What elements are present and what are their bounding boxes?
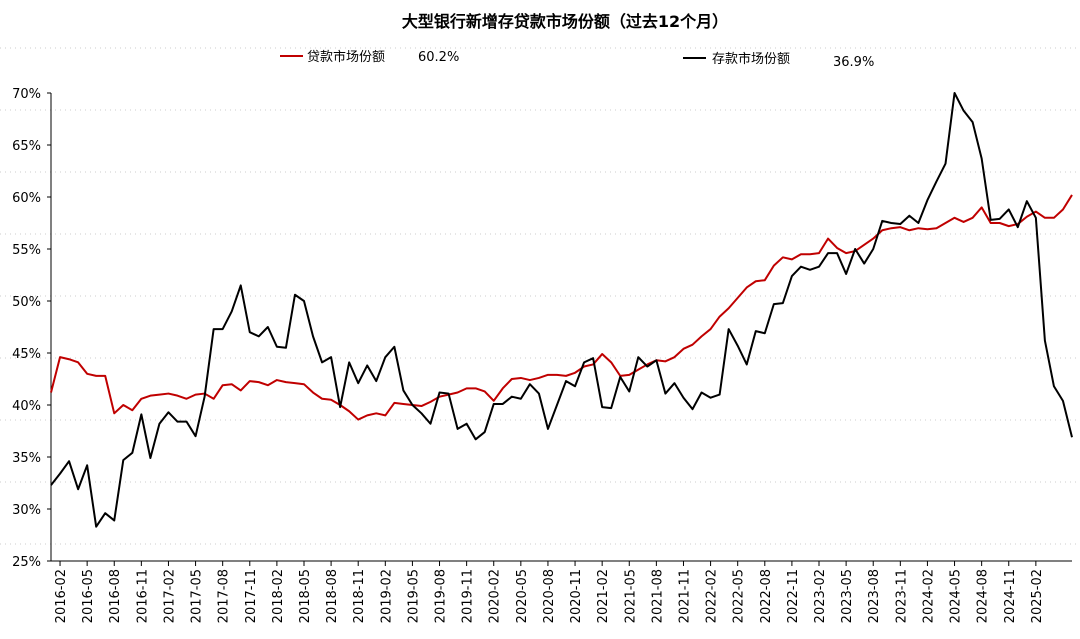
x-tick-label: 2023-11	[894, 569, 909, 623]
x-tick-label: 2016-11	[135, 569, 150, 623]
x-tick-label: 2018-08	[325, 569, 340, 623]
x-tick-label: 2016-08	[108, 569, 123, 623]
legend-value-loans: 60.2%	[418, 50, 459, 65]
x-tick-label: 2020-11	[569, 569, 584, 623]
y-tick-label: 25%	[12, 555, 41, 570]
legend-label-deposits: 存款市场份额	[712, 51, 790, 67]
x-tick-label: 2022-08	[759, 569, 774, 623]
x-axis: 2016-02 2016-05 2016-08 2016-11 2017-02 2017-…	[51, 560, 1072, 623]
x-tick-label: 2022-05	[732, 569, 747, 623]
x-tick-label: 2021-02	[596, 569, 611, 623]
x-tick-label: 2019-02	[379, 569, 394, 623]
y-tick-label: 40%	[12, 399, 41, 414]
y-tick-label: 50%	[12, 295, 41, 310]
chart-title: 大型银行新增存贷款市场份额（过去12个月）	[402, 12, 728, 31]
x-tick-label: 2021-11	[677, 569, 692, 623]
x-tick-label: 2019-05	[406, 569, 421, 623]
x-tick-label: 2023-08	[867, 569, 882, 623]
series-line-deposits	[50, 92, 1073, 528]
x-tick-label: 2020-08	[542, 569, 557, 623]
x-tick-label: 2020-02	[488, 569, 503, 623]
x-tick-label: 2017-02	[162, 569, 177, 623]
y-tick-label: 60%	[12, 191, 41, 206]
x-tick-label: 2017-08	[217, 569, 232, 623]
y-tick-label: 70%	[12, 87, 41, 102]
x-tick-label: 2019-11	[461, 569, 476, 623]
x-tick-label: 2021-05	[623, 569, 638, 623]
legend-value-deposits: 36.9%	[833, 55, 874, 70]
x-tick-label: 2024-11	[1003, 569, 1018, 623]
x-tick-label: 2023-05	[840, 569, 855, 623]
x-tick-label: 2019-08	[434, 569, 449, 623]
y-tick-label: 55%	[12, 243, 41, 258]
x-tick-label: 2021-08	[650, 569, 665, 623]
x-tick-label: 2024-08	[976, 569, 991, 623]
grid-layer	[0, 47, 1080, 545]
x-tick-label: 2022-02	[705, 569, 720, 623]
x-tick-label: 2018-11	[352, 569, 367, 623]
x-tick-label: 2024-02	[921, 569, 936, 623]
x-tick-label: 2018-05	[298, 569, 313, 623]
series-line-loans	[50, 194, 1073, 421]
x-tick-label: 2023-02	[813, 569, 828, 623]
x-tick-label: 2016-05	[81, 569, 96, 623]
y-axis: 25% 30% 35% 40% 45% 50% 55% 60% 65% 70%	[12, 87, 52, 570]
series-layer	[50, 92, 1073, 528]
y-tick-label: 45%	[12, 347, 41, 362]
x-tick-label: 2022-11	[786, 569, 801, 623]
legend-label-loans: 贷款市场份额	[307, 49, 385, 65]
y-tick-label: 30%	[12, 503, 41, 518]
x-tick-label: 2018-02	[271, 569, 286, 623]
x-tick-label: 2020-05	[515, 569, 530, 623]
y-tick-label: 65%	[12, 139, 41, 154]
x-tick-label: 2025-02	[1030, 569, 1045, 623]
x-tick-label: 2017-11	[244, 569, 259, 623]
legend: 贷款市场份额 60.2% 存款市场份额 36.9%	[280, 49, 874, 70]
x-tick-label: 2017-05	[190, 569, 205, 623]
x-tick-label: 2016-02	[54, 569, 69, 623]
y-tick-label: 35%	[12, 451, 41, 466]
x-tick-label: 2024-05	[949, 569, 964, 623]
